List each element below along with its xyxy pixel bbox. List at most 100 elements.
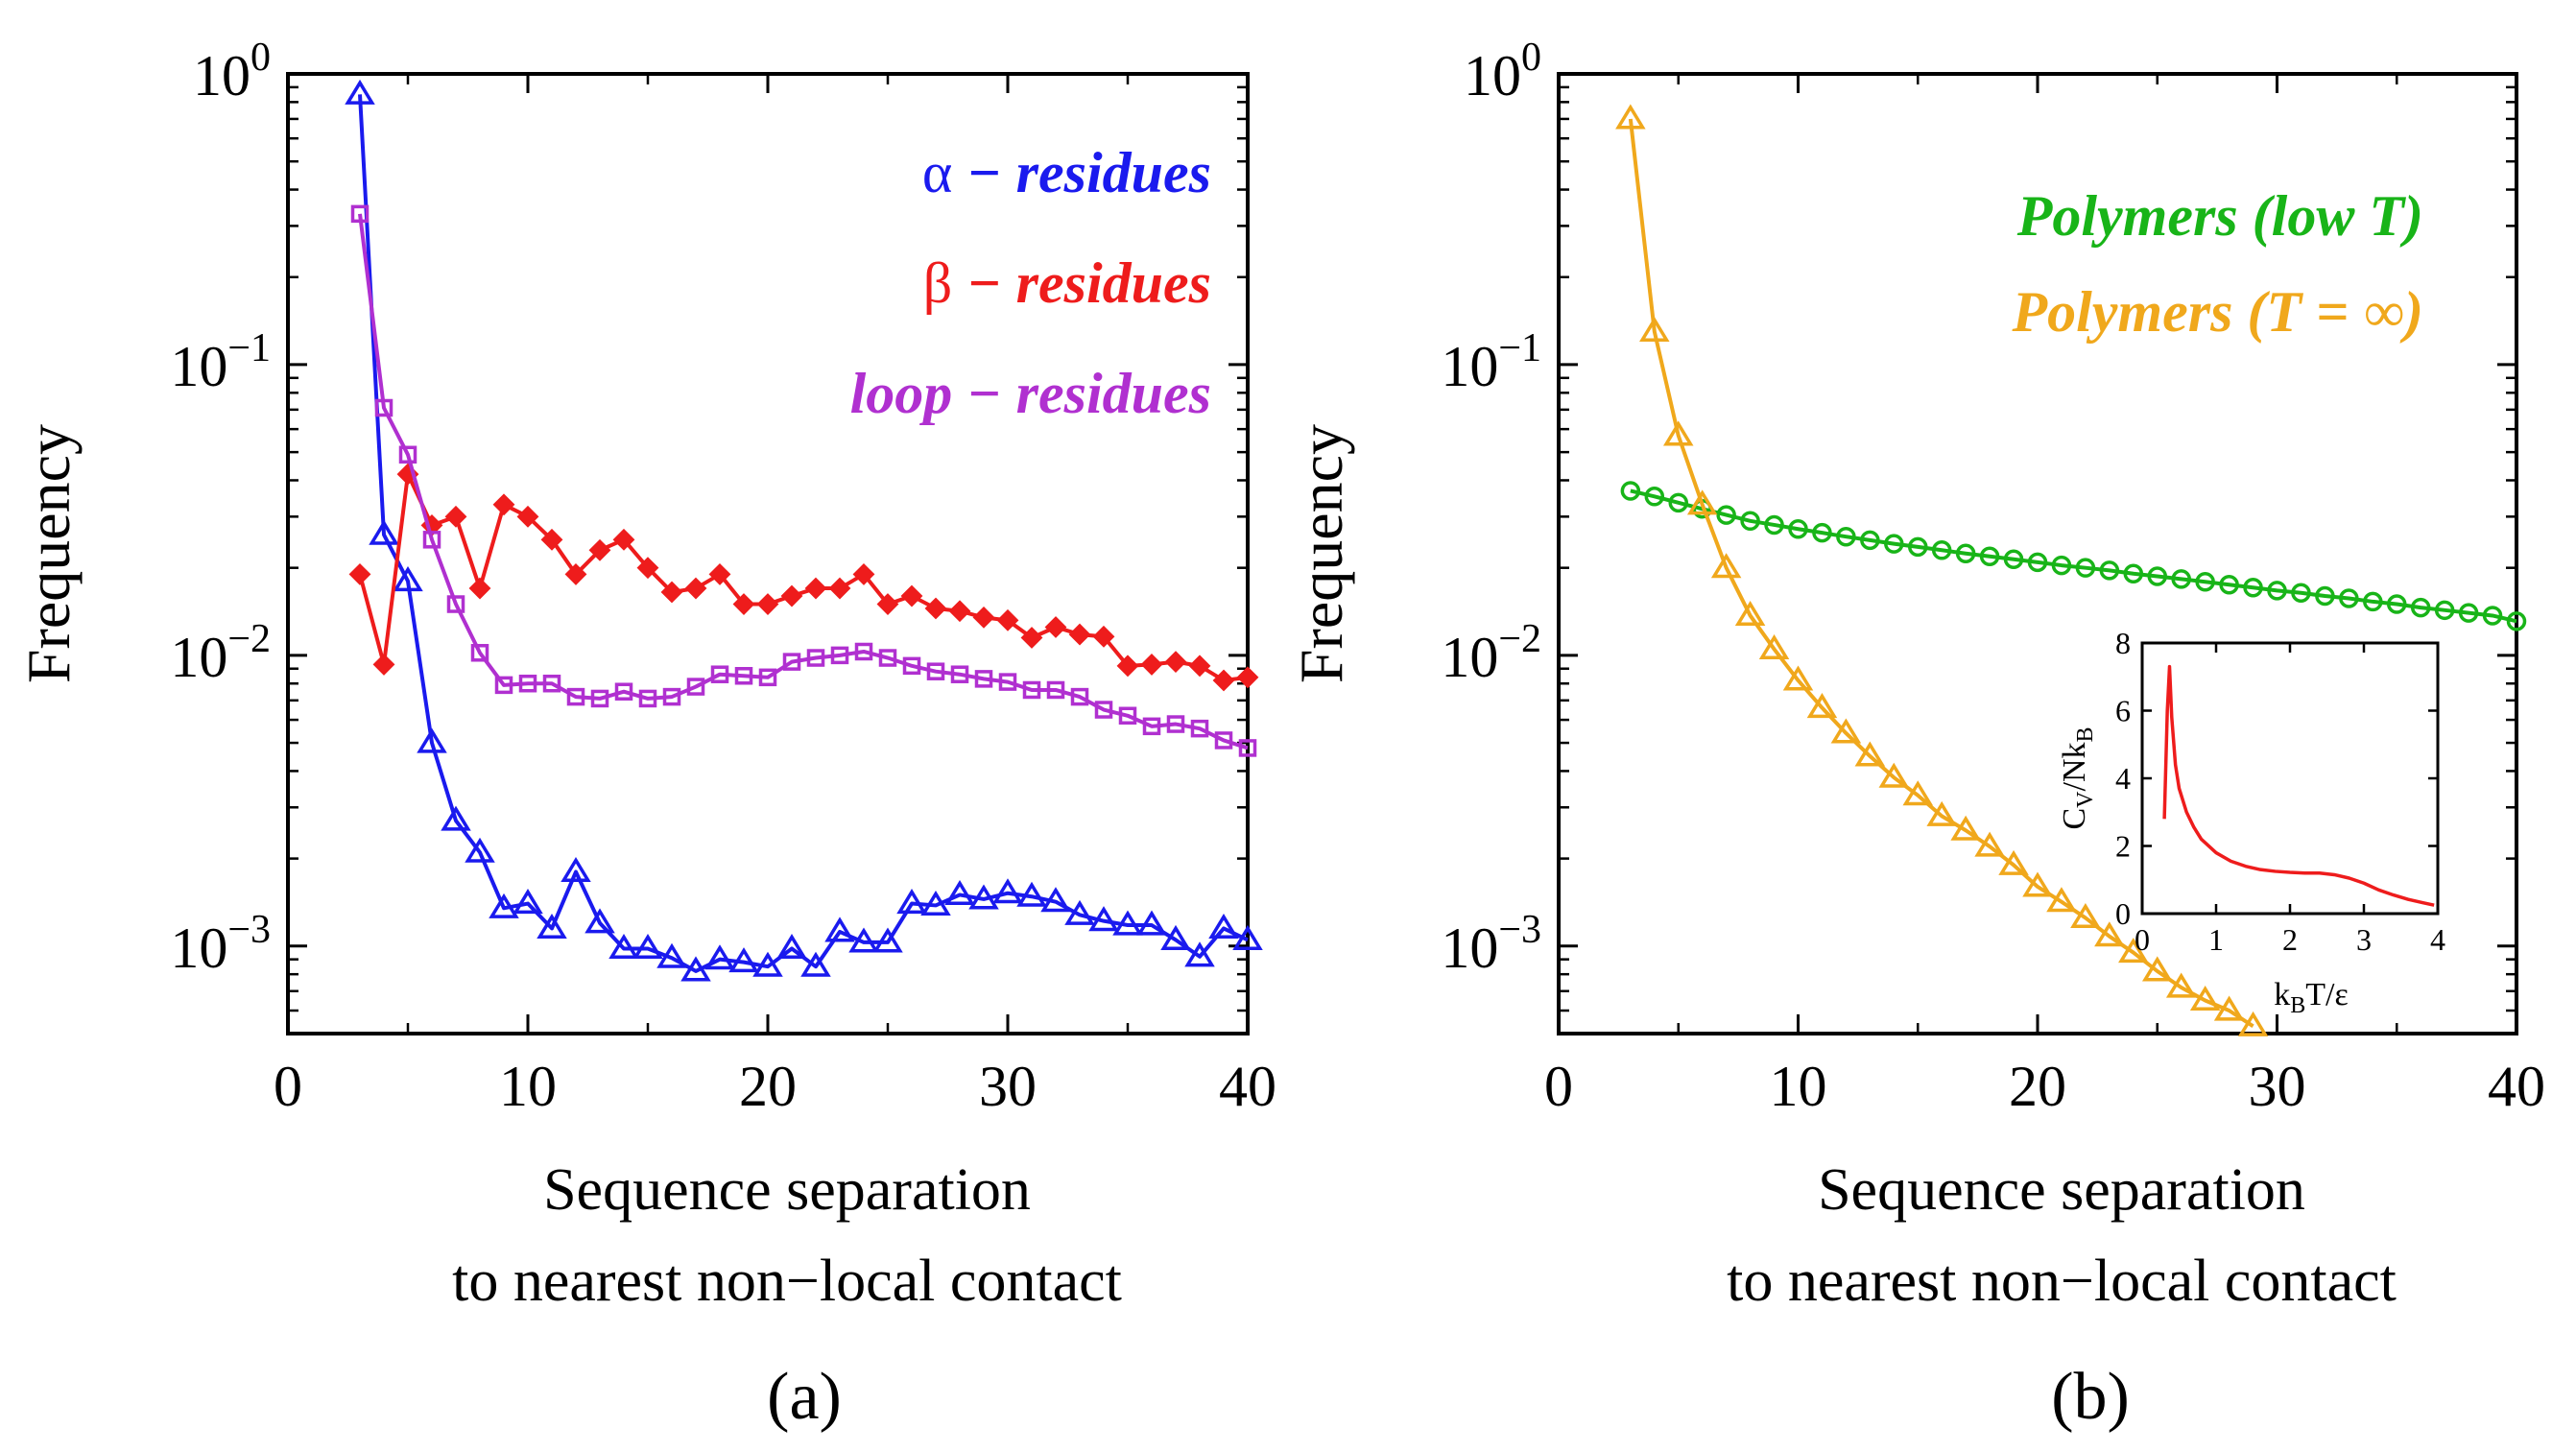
panel-b-series-0-point xyxy=(2458,603,2479,623)
panel-a-series-2-point xyxy=(662,687,681,706)
panel-a-series-1-point xyxy=(564,563,587,585)
panel-a-series-0-point xyxy=(1136,910,1167,936)
panel-b-series-1-point xyxy=(2213,995,2245,1021)
panel-a-series-0-point xyxy=(632,933,663,960)
panel-a-series-1-point xyxy=(468,577,491,600)
inset-xtick-label: 0 xyxy=(2135,922,2150,957)
panel-a-series-1-line xyxy=(358,472,1249,682)
panel-b-xtick-label: 40 xyxy=(2488,1055,2545,1118)
panel-a-series-2-point xyxy=(710,665,729,683)
inset-ytick-label: 0 xyxy=(2115,896,2131,931)
panel-a-series-2-point xyxy=(782,653,801,671)
panel-b-xtick-label: 0 xyxy=(1544,1055,1573,1118)
panel-b-series-0-point xyxy=(1860,530,1880,551)
panel-b-series-0-line xyxy=(1630,488,2517,624)
panel-a-series-0-point xyxy=(776,933,807,960)
panel-a-xtick-label: 10 xyxy=(499,1055,557,1118)
legend-loop-residues: loop − residues xyxy=(850,362,1211,425)
panel-a-series-1-point xyxy=(708,563,731,585)
panel-a-series-2-point xyxy=(902,656,921,676)
panel-a-xlabel-line2: to nearest non−local contact xyxy=(452,1249,1122,1314)
panel-a-series-2-point xyxy=(998,673,1017,691)
panel-a-series-2-point xyxy=(614,682,633,701)
panel-b-xtick-label: 20 xyxy=(2009,1055,2066,1118)
panel-b-ytick-label: 100 xyxy=(1464,36,1541,107)
panel-a-series-1-point xyxy=(444,505,467,528)
panel-b-series-1-point xyxy=(2094,921,2125,947)
panel-b-series-0-point xyxy=(1764,514,1784,536)
legend-alpha-symbol: α xyxy=(922,141,952,204)
panel-a-xtick-label: 0 xyxy=(274,1055,302,1118)
inset-ylabel: CV/NkB xyxy=(2057,726,2098,829)
panel-a-series-1-point xyxy=(996,608,1019,631)
legend-alpha-text: − residues xyxy=(952,141,1211,204)
panel-a-series-0-point xyxy=(1040,887,1071,913)
legend-alpha-residues: α − residues xyxy=(922,141,1211,204)
panel-b-series-0-point xyxy=(1908,536,1928,558)
panel-b-series-1-point xyxy=(2118,938,2149,964)
panel-a-series-1-point xyxy=(900,584,923,607)
inset-xtick-label: 2 xyxy=(2282,922,2298,957)
panel-a-series-0-point xyxy=(441,805,471,831)
panel-b-series-0-point xyxy=(1812,522,1832,543)
panel-a-series-1-point xyxy=(972,606,995,629)
panel-b-series-1-point xyxy=(1710,553,1742,579)
panel-a-series-1-point xyxy=(852,563,875,585)
panel-a-series-0-point xyxy=(1232,924,1263,950)
panel-a-series-1-point xyxy=(1092,625,1115,648)
inset-heat-capacity: 0 1 2 3 4 0 2 4 6 8 CV/NkB kBT/ε xyxy=(2057,626,2445,1018)
panel-a-series-1-point xyxy=(612,528,635,551)
panel-b-series-0-point xyxy=(2003,549,2024,570)
panel-a-series-0-point xyxy=(345,79,375,105)
panel-b-series-1-point xyxy=(1806,693,1838,719)
panel-a-series-0-point xyxy=(1112,910,1143,936)
legend-beta-text: − residues xyxy=(952,251,1211,315)
panel-b-series-0-point xyxy=(1644,487,1665,507)
panel-a-ytick-label: 10−2 xyxy=(170,617,271,689)
panel-b-series-1-point xyxy=(1974,831,2005,857)
panel-a-series-0-point xyxy=(704,944,735,970)
panel-a-series-2-point xyxy=(974,670,993,688)
panel-a-series-0-point xyxy=(848,927,879,953)
panel-a-series-0-point xyxy=(537,913,567,939)
panel-b-ylabel: Frequency xyxy=(1287,424,1355,683)
panel-a-series-1-point xyxy=(804,577,827,600)
panel-a-series-2-point xyxy=(518,674,537,693)
panel-a-series-1-point xyxy=(780,584,803,607)
panel-a-series-2-point xyxy=(1118,706,1137,726)
panel-b-series-0-point xyxy=(1740,511,1760,532)
panel-b-series-0-point xyxy=(2482,606,2503,626)
panel-a-series-1-point xyxy=(948,600,971,623)
panel-a-series-0-point xyxy=(1184,941,1215,967)
panel-b-series-1-point xyxy=(2046,887,2077,913)
panel-a-ylabel: Frequency xyxy=(14,424,83,683)
legend-polymers-low-t: Polymers (low T) xyxy=(2016,184,2423,248)
panel-a-series-1-point xyxy=(876,593,899,615)
panel-a-series-0-point xyxy=(465,837,495,863)
panel-a-series-0-point xyxy=(800,951,831,977)
panel-b-xlabel-line2: to nearest non−local contact xyxy=(1727,1249,2397,1314)
panel-a-series-2-point xyxy=(686,678,705,696)
panel-a-series-2-line xyxy=(358,213,1249,750)
panel-a-series-2-point xyxy=(1046,680,1065,700)
panel-a-series-0-point xyxy=(417,727,447,753)
panel-a-series-1-point xyxy=(492,493,515,516)
panel-a-series-1-point xyxy=(756,593,779,615)
panel-b-series-0-point xyxy=(1668,492,1688,513)
panel-b-series-0-point xyxy=(2315,585,2335,607)
panel-b-xtick-label: 30 xyxy=(2249,1055,2306,1118)
panel-b-series-1-point xyxy=(2237,1011,2269,1036)
panel-a-ytick-label: 100 xyxy=(193,36,271,107)
inset-cv-line xyxy=(2162,664,2435,907)
panel-a: 0 10 20 30 40 100 10−1 10−2 10−3 Frequency Seque… xyxy=(14,36,1276,1434)
panel-a-series-2-point xyxy=(638,689,657,708)
panel-a-series-2-point xyxy=(1214,731,1233,750)
panel-a-xtick-label: 40 xyxy=(1219,1055,1276,1118)
inset-ticks: 0 1 2 3 4 0 2 4 6 8 xyxy=(2115,626,2445,957)
inset-ytick-label: 2 xyxy=(2115,829,2131,864)
panel-b-ytick-label: 10−2 xyxy=(1441,617,1541,689)
legend-beta-symbol: β xyxy=(923,251,953,315)
panel-a-series-0-point xyxy=(393,566,423,592)
panel-a-series-0-point xyxy=(752,951,783,977)
